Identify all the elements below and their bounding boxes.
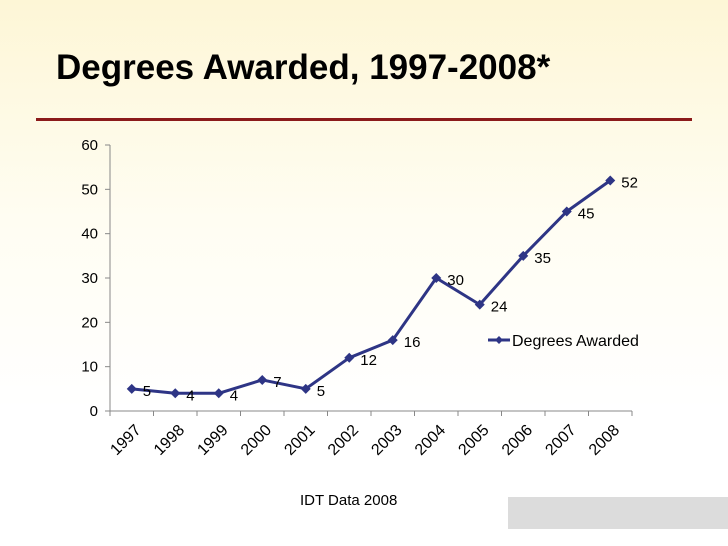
x-tick-label: 2006 [499,422,536,459]
y-tick-label: 30 [81,270,98,287]
x-tick-label: 1999 [194,422,231,459]
data-label: 4 [186,387,194,404]
y-tick-label: 40 [81,226,98,243]
y-tick-label: 10 [81,359,98,376]
data-point-marker [170,388,181,399]
data-point-marker [518,250,529,261]
data-label: 24 [491,299,508,316]
source-note: IDT Data 2008 [300,492,398,509]
data-point-marker [257,374,268,385]
x-tick-label: 2002 [325,422,362,459]
y-tick-label: 20 [81,314,98,331]
legend-label: Degrees Awarded [512,333,639,350]
series-line-degrees-awarded [131,179,612,395]
data-point-marker [474,299,485,310]
x-tick-label: 1997 [107,422,144,459]
watermark-box [508,497,728,529]
legend-marker [495,336,503,344]
x-tick-label: 2007 [542,422,579,459]
data-point-marker [126,383,137,394]
data-label: 7 [273,374,281,391]
data-label: 5 [317,383,325,400]
slide-title: Degrees Awarded, 1997-2008* [56,48,551,87]
x-tick-label: 2000 [238,422,275,459]
data-point-marker [344,352,355,363]
y-tick-label: 60 [81,137,98,154]
title-divider [36,118,692,121]
data-point-marker [561,206,572,217]
y-tick-label: 0 [90,403,98,420]
x-tick-label: 2008 [586,422,623,459]
data-point-marker [213,388,224,399]
x-tick-label: 2001 [281,422,318,459]
data-label: 35 [534,250,551,267]
data-label: 4 [230,387,238,404]
x-tick-label: 2003 [368,422,405,459]
data-label: 16 [404,334,421,351]
x-tick-label: 2004 [412,422,449,459]
data-point-marker [605,175,616,186]
data-label: 52 [621,174,638,191]
data-label: 12 [360,352,377,369]
x-tick-label: 2005 [455,422,492,459]
data-label: 30 [447,272,464,289]
data-label: 45 [578,206,595,223]
data-point-marker [431,273,442,283]
y-tick-label: 50 [81,181,98,198]
data-label: 5 [143,383,151,400]
data-point-marker [300,383,311,394]
x-tick-label: 1998 [151,422,188,459]
data-point-marker [387,335,398,346]
